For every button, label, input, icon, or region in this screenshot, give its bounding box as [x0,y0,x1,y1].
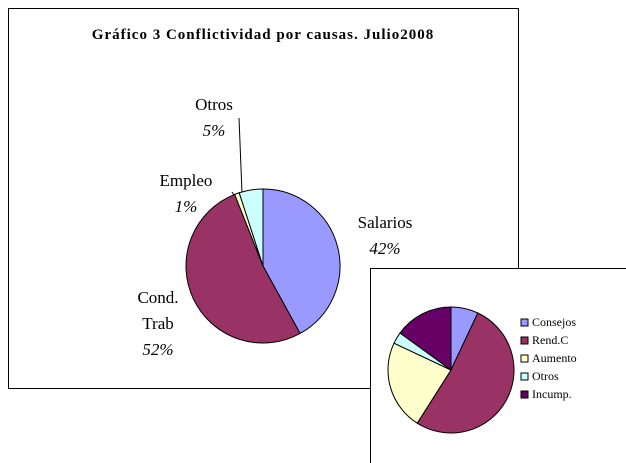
pie-slice [238,188,264,267]
pie-slice [399,306,452,371]
legend-label: Otros [532,369,559,383]
pie-second: Consejos Rend.C Aumento Otros Incump. [387,306,577,434]
legend-swatch [520,390,529,399]
slice-value-label: 42% [369,239,400,258]
slice-value-label: 52% [142,340,173,359]
pie-slice [387,342,452,424]
pie-main: Salarios 42% Cond. Trab 52% Empleo 1% Otros 5% [137,95,412,359]
slice-label: Empleo [160,171,213,190]
legend-label: Incump. [532,387,572,401]
pie-slice [185,193,301,344]
legend-swatch [520,318,529,327]
slice-label: Cond. Trab [137,288,178,333]
slice-label: Otros [195,95,233,114]
legend-label: Aumento [532,351,577,365]
legend-label: Rend.C [532,333,568,347]
legend-label: Consejos [532,315,576,329]
pie-slice [416,312,515,434]
legend-swatch [520,372,529,381]
slice-value-label: 5% [203,121,226,140]
leader-line [238,117,243,194]
slice-label: Salarios [358,213,413,232]
legend-swatch [520,354,529,363]
pie-slice [262,188,341,335]
slice-value-label: 1% [175,197,198,216]
chart-title: Gráfico 3 Conflictividad por causas. Jul… [92,27,434,43]
legend-swatch [520,336,529,345]
